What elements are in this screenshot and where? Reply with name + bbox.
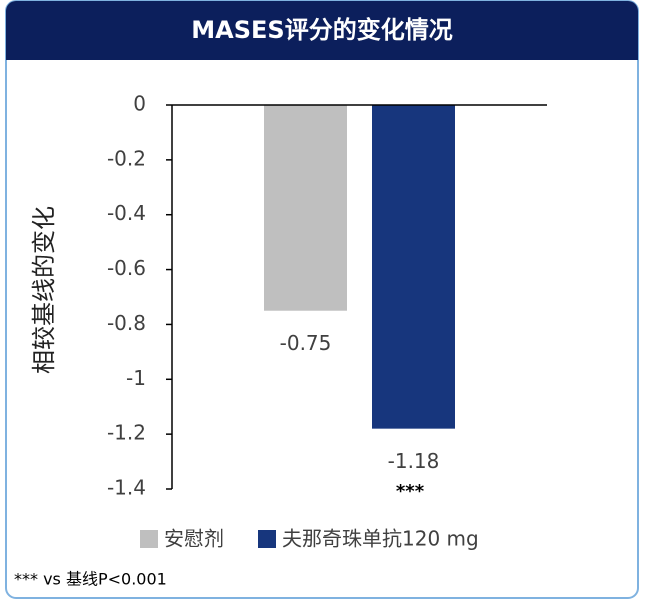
chart-title: MASES评分的变化情况 <box>191 16 452 44</box>
y-tick-label: -1 <box>126 366 146 390</box>
value-label: -1.18 <box>388 449 440 473</box>
legend-swatch <box>258 530 276 548</box>
y-tick-label: -0.4 <box>107 201 146 225</box>
value-label: -0.75 <box>280 331 332 355</box>
footnote: *** vs 基线P<0.001 <box>14 570 167 589</box>
header <box>6 1 638 60</box>
legend-swatch <box>140 530 158 548</box>
y-tick-label: 0 <box>133 92 146 116</box>
y-tick-label: -1.4 <box>107 476 146 500</box>
bar <box>264 105 347 311</box>
legend-label: 安慰剂 <box>164 527 224 551</box>
y-axis-label: 相较基线的变化 <box>30 206 58 374</box>
y-tick-label: -1.2 <box>107 421 146 445</box>
legend-label: 夫那奇珠单抗120 mg <box>282 527 479 551</box>
bar <box>372 105 455 429</box>
y-tick-label: -0.8 <box>107 311 146 335</box>
y-tick-label: -0.6 <box>107 256 146 280</box>
annotation: *** <box>396 481 425 502</box>
y-tick-label: -0.2 <box>107 146 146 170</box>
